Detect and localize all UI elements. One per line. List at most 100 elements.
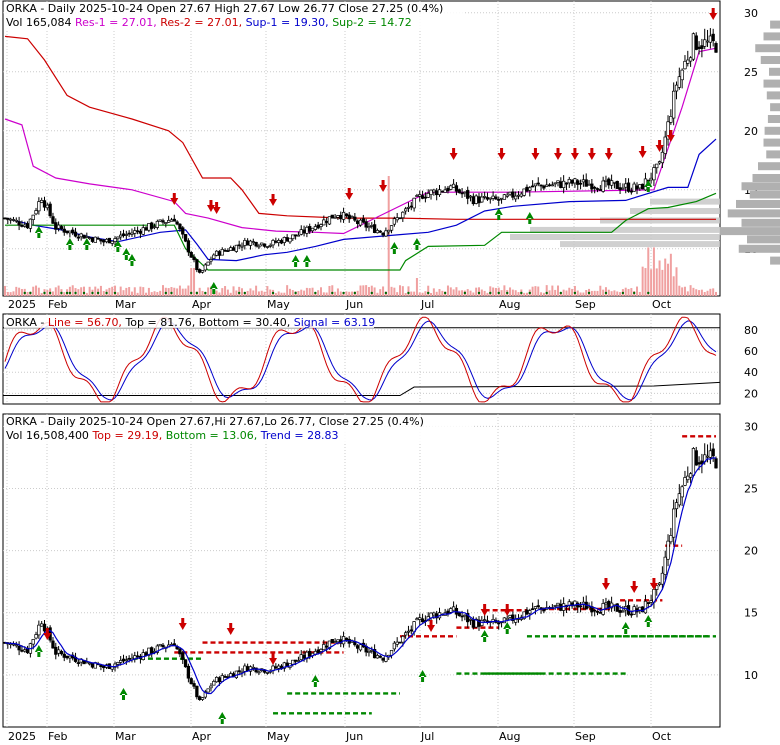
volume-bar [212, 292, 215, 296]
volume-bar [602, 289, 605, 296]
panel-1-candle-body [514, 195, 518, 200]
volume-bar [336, 288, 339, 296]
volume-bar [531, 286, 534, 296]
panel-1-candle-body [550, 184, 555, 187]
panel-1-candle-body [624, 183, 628, 188]
panel-1-candle-body [590, 183, 594, 190]
volume-bar [201, 290, 204, 296]
volume-bar [545, 285, 548, 296]
panel-1-candle-body [279, 240, 284, 244]
volume-bar [85, 292, 88, 296]
panel-3-candle-body [406, 630, 411, 633]
panel-1-candle-body [652, 167, 656, 181]
panel-1-candle-body [649, 177, 653, 181]
volume-bar [548, 290, 551, 296]
volume-bar [116, 292, 119, 296]
panel-1-candle-body [42, 200, 47, 208]
volume-bar [4, 285, 6, 296]
panel-3-legend-line1: ORKA - Daily 2025-10-24 Open 27.67,Hi 27… [6, 415, 424, 428]
panel-1-candle-body [305, 226, 309, 234]
panel-3-candle-body [708, 450, 713, 458]
volume-bar [167, 288, 170, 296]
buy-signal-arrow [525, 212, 534, 224]
panel-3-candle-body [420, 618, 425, 623]
panel-3-candle-body [598, 612, 602, 614]
volume-bar [509, 287, 512, 296]
panel-3-candle-body [59, 650, 64, 655]
panel-1-candle-body [234, 244, 239, 252]
panel-1-candle-body [429, 189, 433, 195]
volume-bar [291, 290, 294, 296]
panel-3-candle-body [319, 649, 323, 652]
volume-bar [404, 292, 407, 296]
volume-profile-bar [767, 115, 780, 123]
volume-bar [525, 292, 528, 296]
volume-profile-bar [763, 32, 780, 41]
volume-bar [263, 291, 266, 296]
panel-2-y-tick-label: 60 [744, 345, 758, 358]
panel-3-candle-body [403, 632, 408, 636]
volume-bar [334, 291, 337, 296]
panel-1-candle-body [158, 219, 162, 222]
panel-1-candle-body [316, 224, 320, 229]
panel-3-candle-body [505, 617, 509, 620]
panel-1-candle-body [547, 184, 552, 187]
panel-1-candle-body [372, 224, 377, 233]
panel-1-candle-body [203, 264, 207, 271]
panel-3-candle-body [688, 473, 693, 478]
panel-1-candle-body [449, 185, 453, 190]
panel-1-candle-body [251, 241, 255, 243]
panel-1-candle-body [99, 239, 103, 242]
panel-1-candle-body [519, 193, 523, 197]
panel-3-candle-body [189, 678, 193, 685]
panel-3-candle-body [663, 556, 667, 575]
panel-3-candle-body [254, 667, 258, 673]
panel-1-dot [506, 291, 509, 295]
panel-3-candle-body [277, 665, 281, 669]
sell-signal-arrow [531, 148, 540, 160]
volume-bar [255, 285, 258, 296]
panel-1-dot [113, 291, 117, 295]
volume-bar [661, 269, 664, 296]
panel-3-candle-body [62, 653, 66, 658]
panel-3-candle-body [401, 635, 405, 643]
panel-1-candle-body [217, 251, 222, 256]
panel-1-candle-body [635, 185, 639, 190]
volume-bar [170, 287, 173, 296]
panel-3-candle-body [135, 655, 140, 658]
panel-1-candle-body [51, 216, 55, 224]
volume-bar [438, 289, 441, 296]
volume-bar [370, 285, 373, 296]
volume-bar [342, 292, 345, 296]
panel-1-dot [243, 291, 247, 295]
panel-1-candle-body [93, 236, 97, 243]
panel-3-candle-body [674, 502, 679, 510]
volume-bar [373, 287, 376, 296]
panel-3-candle-body [497, 622, 501, 625]
volume-bar [187, 285, 190, 296]
panel-1-legend-line2-segment: Res-1 = 27.01, [75, 16, 160, 29]
volume-bar [305, 287, 308, 296]
volume-bar [582, 292, 585, 296]
panel-1-x-tick-label: Jun [345, 298, 363, 311]
volume-bar [421, 292, 424, 296]
panel-3-x-tick-label: Aug [499, 730, 520, 743]
panel-1-candle-body [102, 240, 106, 243]
volume-bar [260, 290, 263, 296]
panel-1-legend-line2-segment: Vol 165,084 [6, 16, 75, 29]
panel-3-candle-body [604, 602, 608, 605]
volume-bar [554, 289, 557, 296]
panel-1-candle-body [45, 204, 49, 209]
panel-3-candle-body [398, 641, 402, 644]
volume-bar [700, 289, 703, 296]
panel-1-legend-line2-segment: Sup-1 = 19.30, [246, 16, 333, 29]
panel-1-candle-body [271, 240, 275, 246]
volume-bar [277, 291, 280, 296]
panel-3-candle-body [683, 477, 687, 486]
volume-profile-bar [770, 256, 780, 265]
panel-1-candle-body [155, 221, 160, 228]
panel-1-x-tick-label: 2025 [8, 298, 36, 311]
volume-bar [667, 263, 670, 296]
panel-1-candle-body [85, 236, 89, 238]
panel-1-candle-body [135, 230, 140, 233]
